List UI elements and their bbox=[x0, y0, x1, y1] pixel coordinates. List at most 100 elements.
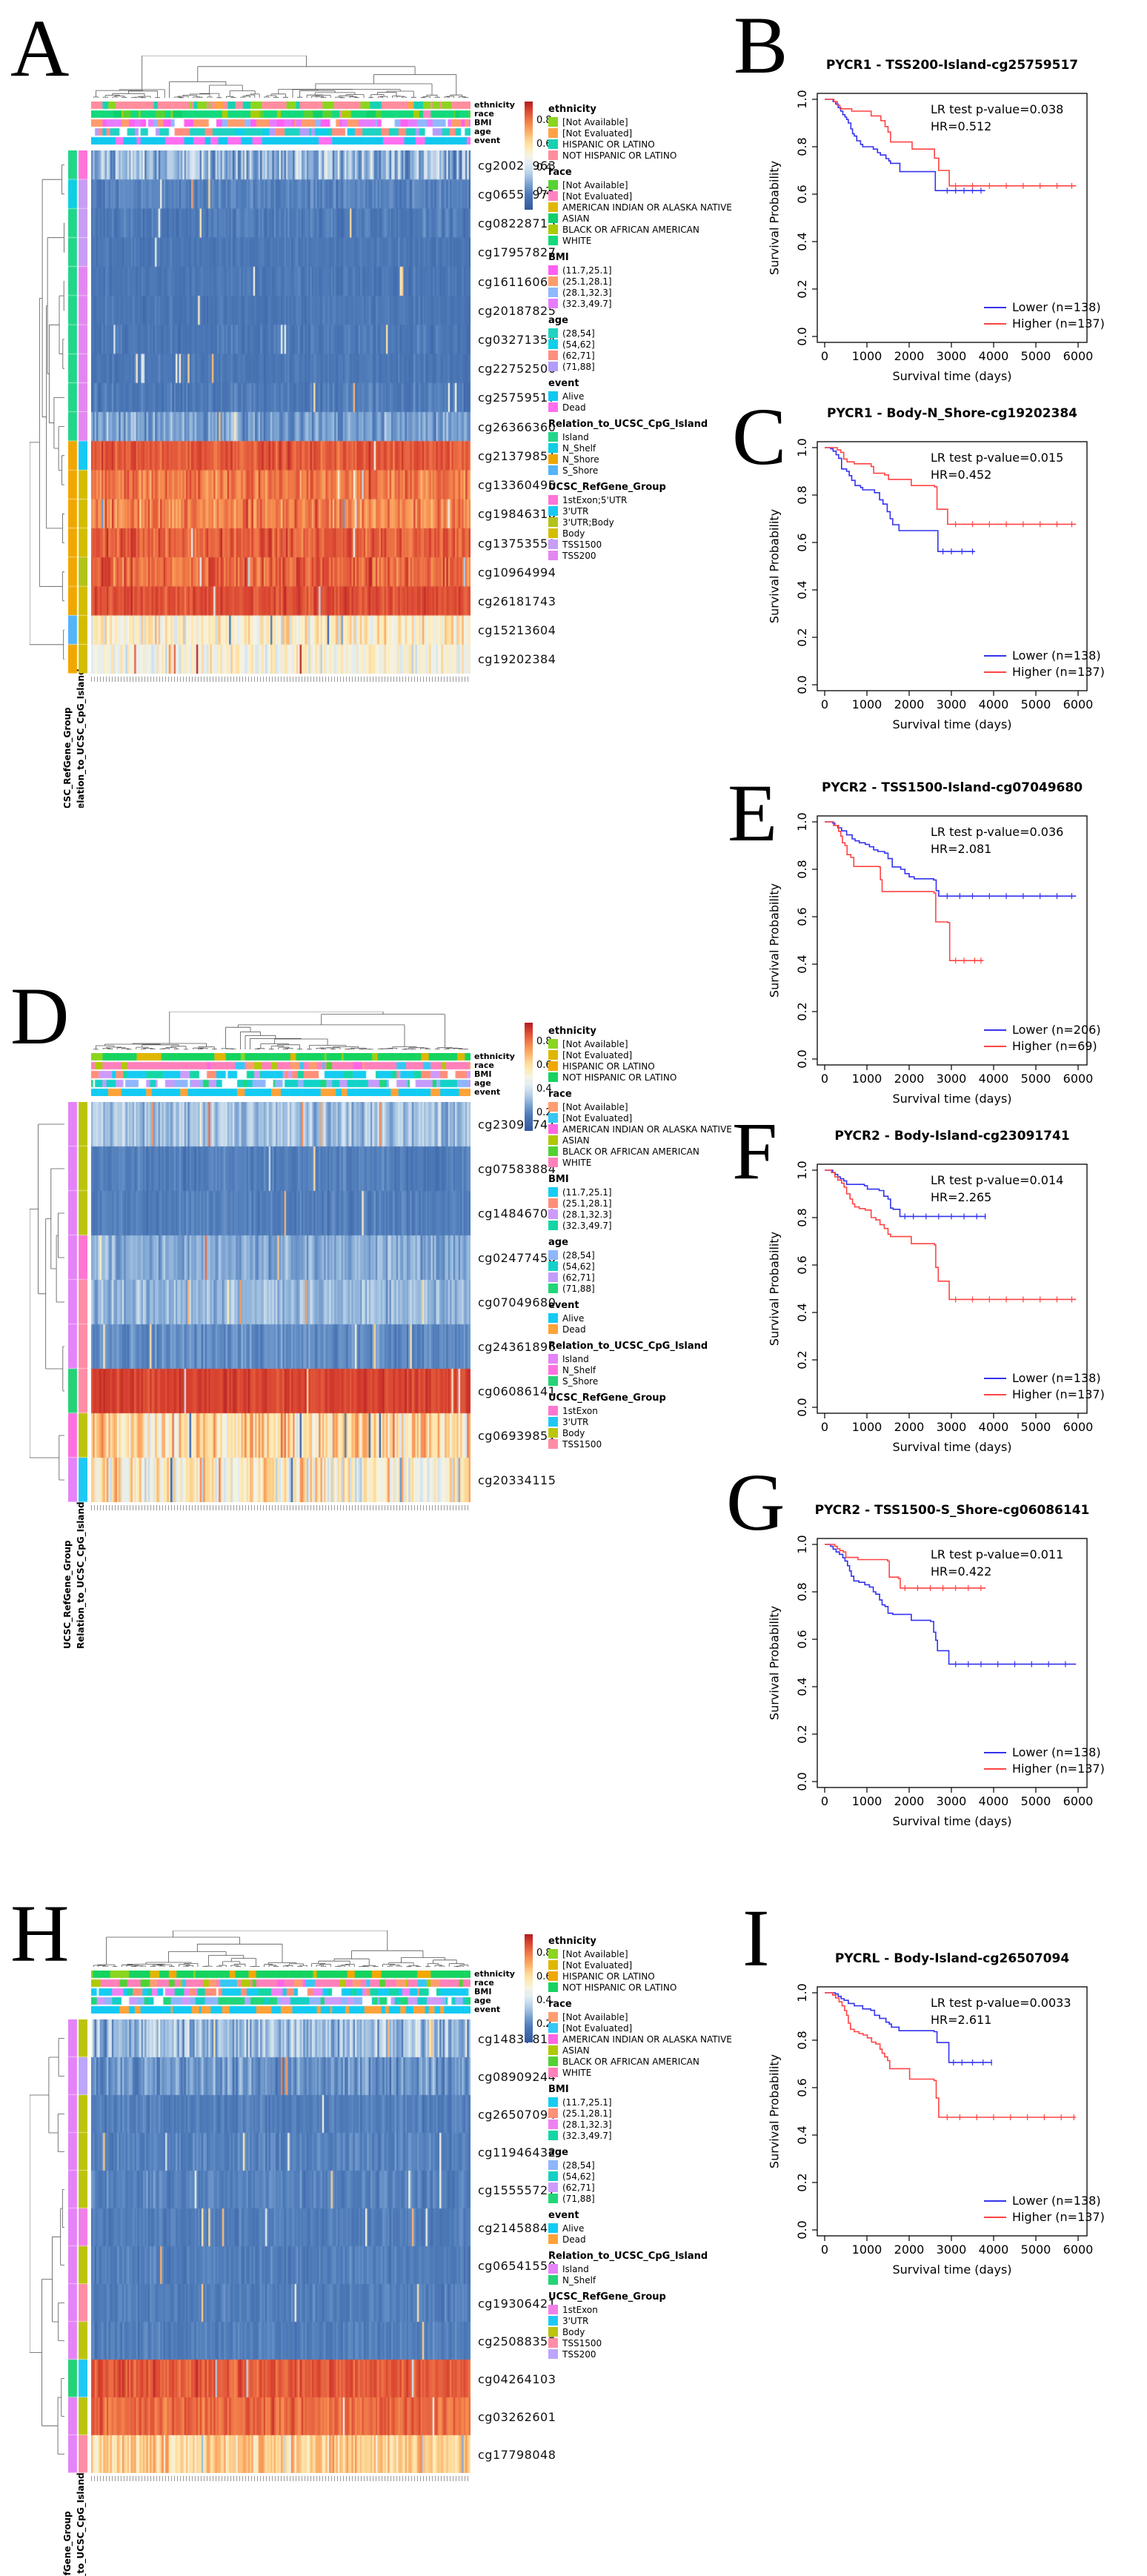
legend-item-label: (71,88] bbox=[562, 2193, 595, 2204]
lower-line-swatch bbox=[984, 2200, 1006, 2202]
colorbar-tick: 0.2 bbox=[536, 1107, 552, 1118]
column-annotation-stripes bbox=[91, 1053, 471, 1096]
legend-item: Body bbox=[548, 528, 748, 539]
y-tick-label: 0.0 bbox=[795, 2220, 809, 2239]
x-tick-label: 2000 bbox=[894, 1072, 925, 1086]
plot-frame bbox=[817, 441, 1088, 691]
heatmap-row-label: cg06939851 bbox=[478, 1429, 556, 1443]
legend-swatch bbox=[548, 117, 558, 127]
higher-line-swatch bbox=[984, 1768, 1006, 1770]
legend-item: 3'UTR;Body bbox=[548, 517, 748, 528]
heatmap-row-label: cg24361896 bbox=[478, 1340, 556, 1354]
higher-line-swatch bbox=[984, 1046, 1006, 1047]
series-legend: Lower (n=206) Higher (n=69) bbox=[984, 1022, 1101, 1055]
km-panel-c: PYCR1 - Body-N_Shore-cg19202384 0 1000 200… bbox=[732, 393, 1147, 748]
legend-item: (11.7,25.1] bbox=[548, 1186, 748, 1198]
heatmap-row-label: cg06541550 bbox=[478, 2258, 556, 2273]
hazard-ratio: HR=2.081 bbox=[931, 842, 992, 856]
legend-swatch bbox=[548, 1158, 558, 1167]
legend-swatch bbox=[548, 1272, 558, 1282]
row-annotation-title-cpg-island: Relation_to_UCSC_CpG_Island bbox=[76, 668, 86, 808]
legend-section-title: age bbox=[548, 315, 568, 326]
survival-curve bbox=[825, 1992, 1077, 2118]
heatmap-row-label: cg14837817 bbox=[478, 2031, 556, 2046]
colorbar-tick: 0.4 bbox=[536, 162, 552, 173]
heatmap-row-label: cg14846700 bbox=[478, 1206, 556, 1221]
heatmap-row-label: cg21458840 bbox=[478, 2220, 556, 2235]
legend-item-label: [Not Evaluated] bbox=[562, 1112, 633, 1123]
legend-item-label: WHITE bbox=[562, 1157, 592, 1168]
higher-line-swatch bbox=[984, 2217, 1006, 2218]
y-tick-label: 0.2 bbox=[795, 628, 809, 646]
colorbar-tick: 0.8 bbox=[536, 115, 552, 126]
x-tick-label: 5000 bbox=[1021, 697, 1051, 711]
legend-swatch bbox=[548, 2108, 558, 2118]
heatmap-row-label: cg04264103 bbox=[478, 2371, 556, 2386]
annotation-row-label: event bbox=[474, 1087, 501, 1097]
y-axis-label: Survival Probability bbox=[767, 2054, 782, 2169]
legend-swatch bbox=[548, 1072, 558, 1082]
heatmap-row-label: cg06555971 bbox=[478, 187, 556, 202]
legend-swatch bbox=[548, 2305, 558, 2314]
legend-section-title: event bbox=[548, 378, 579, 389]
colorbar-tick: 0.8 bbox=[536, 1036, 552, 1047]
legend-item-label: [Not Evaluated] bbox=[562, 127, 633, 139]
legend-swatch bbox=[548, 2034, 558, 2044]
legend-label: Higher (n=137) bbox=[1012, 1762, 1105, 1776]
hazard-ratio: HR=2.611 bbox=[931, 2013, 992, 2027]
legend-item-label: ASIAN bbox=[562, 213, 590, 224]
survival-curve bbox=[825, 1169, 986, 1218]
y-tick-label: 0.0 bbox=[795, 327, 809, 345]
x-tick-label: 6000 bbox=[1063, 1420, 1094, 1434]
annotation-row-label: ethnicity bbox=[474, 100, 515, 110]
x-tick-label: 4000 bbox=[979, 697, 1009, 711]
x-tick-label: 5000 bbox=[1021, 1794, 1051, 1808]
legend-section-title: event bbox=[548, 1300, 579, 1311]
legend-swatch bbox=[548, 2264, 558, 2274]
legend-item-label: Dead bbox=[562, 1324, 586, 1335]
y-tick-label: 0.4 bbox=[795, 955, 809, 973]
legend-item-label: BLACK OR AFRICAN AMERICAN bbox=[562, 224, 699, 235]
legend-item-label: AMERICAN INDIAN OR ALASKA NATIVE bbox=[562, 2034, 732, 2045]
legend-item: S_Shore bbox=[548, 465, 748, 476]
legend-item: S_Shore bbox=[548, 1375, 748, 1387]
legend-item-label: TSS1500 bbox=[562, 539, 602, 550]
y-tick-label: 0.4 bbox=[795, 580, 809, 599]
heatmap-row-label: cg26507094 bbox=[478, 2107, 556, 2122]
legend-item: WHITE bbox=[548, 1157, 748, 1168]
panel-letter-c: C bbox=[732, 391, 787, 482]
stats-annotation: LR test p-value=0.015 HR=0.452 bbox=[931, 449, 1063, 483]
y-tick-label: 0.2 bbox=[795, 1002, 809, 1020]
legend-item-label: (11.7,25.1] bbox=[562, 265, 612, 276]
legend-item-label: [Not Available] bbox=[562, 1101, 628, 1112]
lr-test-pvalue: LR test p-value=0.011 bbox=[931, 1547, 1064, 1561]
legend-item-label: (25.1,28.1] bbox=[562, 276, 612, 287]
legend-item: Island bbox=[548, 2263, 748, 2274]
plot-frame bbox=[817, 1986, 1088, 2237]
legend-item-label: (28.1,32.3] bbox=[562, 1209, 612, 1220]
km-plot: 0 1000 2000 3000 4000 5000 6000 0.0 0.2 0.4 0.6 0.8… bbox=[795, 1161, 1094, 1434]
legend-swatch bbox=[548, 1982, 558, 1992]
y-tick-label: 0.4 bbox=[795, 232, 809, 250]
heatmap-row-label: cg10964994 bbox=[478, 565, 556, 580]
row-annotation-title-refgene: UCSC_RefGene_Group bbox=[62, 707, 73, 808]
x-tick-label: 0 bbox=[821, 349, 828, 363]
y-tick-label: 0.2 bbox=[795, 1350, 809, 1369]
heatmap-row-label: cg11946432 bbox=[478, 2145, 556, 2160]
legend-item: (32.3,49.7] bbox=[548, 298, 748, 309]
x-tick-label: 6000 bbox=[1063, 1072, 1094, 1086]
legend-swatch bbox=[548, 402, 558, 412]
legend-item: [Not Evaluated] bbox=[548, 127, 748, 139]
legend-swatch bbox=[548, 540, 558, 549]
legend-item: (54,62] bbox=[548, 339, 748, 350]
column-dendrogram bbox=[93, 1931, 469, 1968]
legend-item-label: BLACK OR AFRICAN AMERICAN bbox=[562, 1146, 699, 1157]
legend-item-label: (28,54] bbox=[562, 2160, 595, 2171]
survival-curve bbox=[825, 1992, 992, 2063]
legend-item-label: BLACK OR AFRICAN AMERICAN bbox=[562, 2056, 699, 2067]
legend-item: (71,88] bbox=[548, 1283, 748, 1294]
legend-swatch bbox=[548, 1439, 558, 1449]
heatmap-matrix bbox=[91, 2019, 471, 2473]
x-tick-label: 5000 bbox=[1021, 1072, 1051, 1086]
legend-item: (25.1,28.1] bbox=[548, 276, 748, 287]
